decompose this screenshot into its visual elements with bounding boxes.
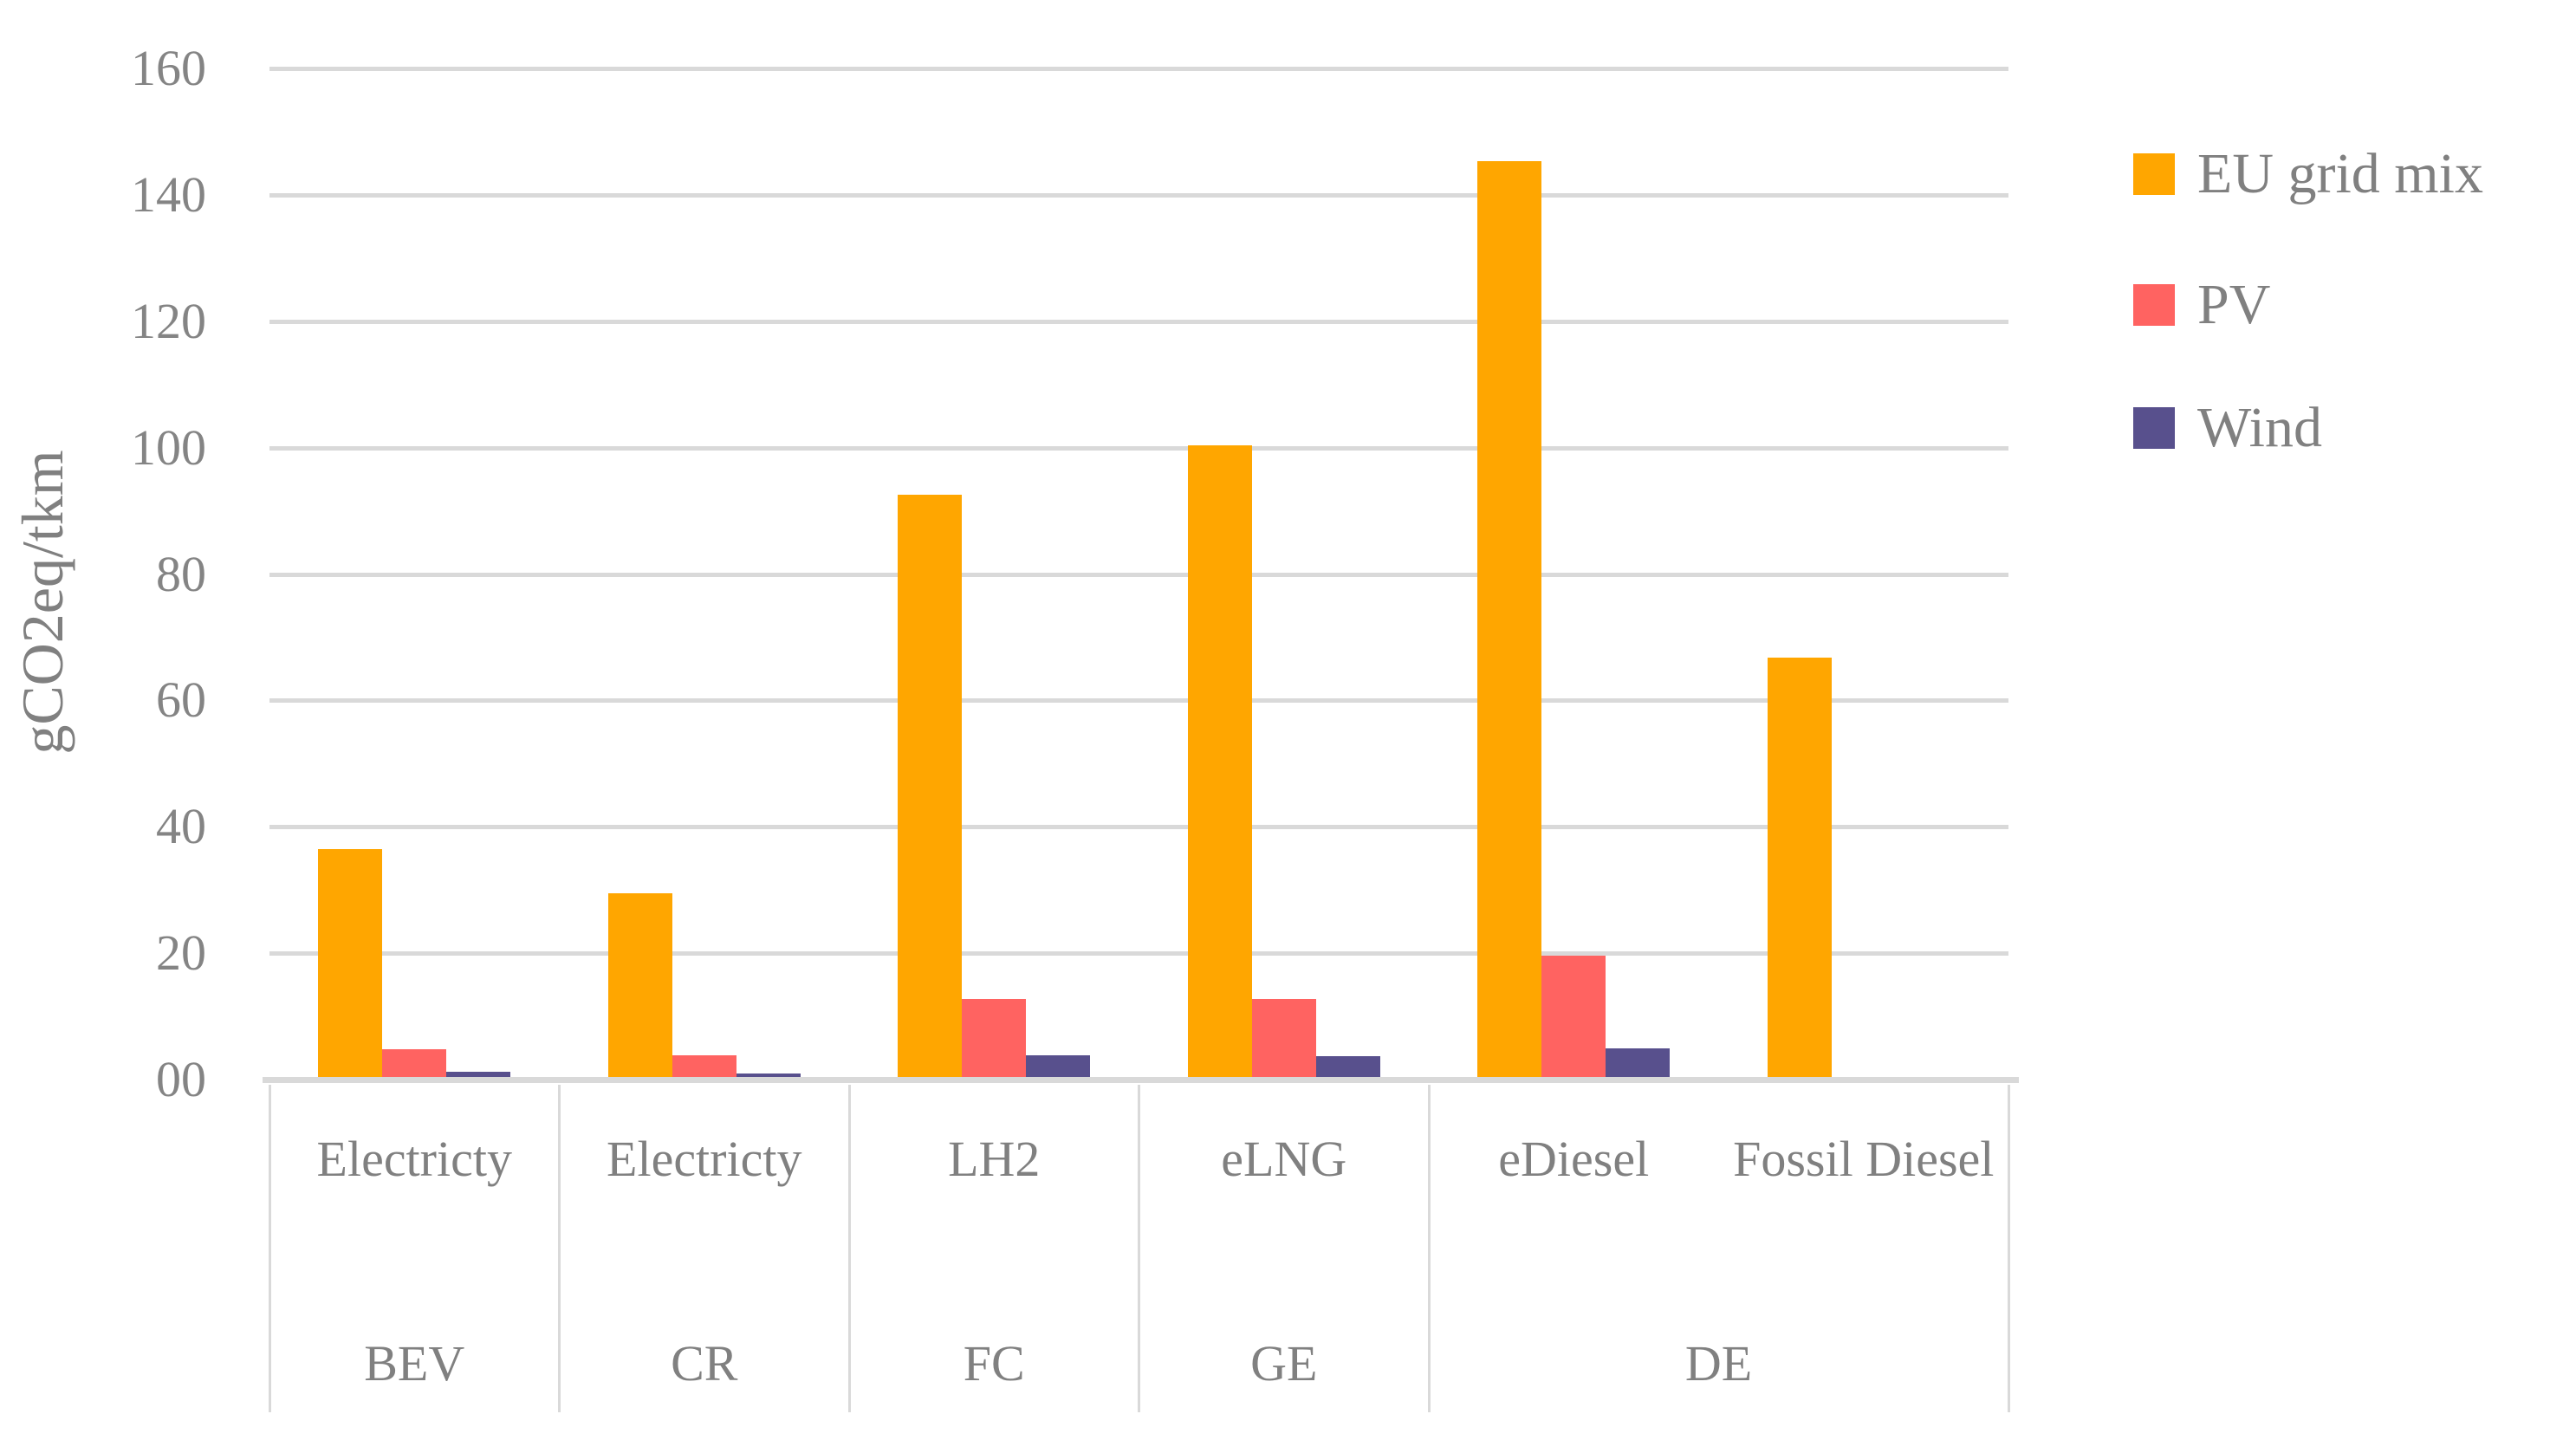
bar-pv: [382, 1048, 447, 1080]
bar-pv: [1541, 956, 1606, 1080]
y-tick-label: 160: [131, 40, 206, 96]
legend-label: EU grid mix: [2197, 142, 2483, 205]
legend-item-eu-grid-mix: EU grid mix: [2133, 141, 2483, 207]
category-divider: [2007, 1085, 2010, 1412]
bar-pv: [962, 999, 1027, 1080]
bar-eu-grid-mix: [1477, 161, 1542, 1080]
category-fuel-label: eLNG: [1221, 1131, 1347, 1187]
gridline: [269, 319, 2008, 324]
category-group-label: CR: [671, 1335, 738, 1391]
bar-eu-grid-mix: [607, 892, 672, 1080]
bar-wind: [1606, 1048, 1671, 1080]
legend-swatch-eu-grid-mix: [2133, 153, 2175, 195]
category-divider: [1138, 1085, 1140, 1412]
gridline: [269, 67, 2008, 71]
y-tick-label: 100: [131, 418, 206, 476]
y-tick-label: 140: [131, 165, 206, 223]
category-fuel-label: LH2: [948, 1131, 1041, 1187]
legend-item-pv: PV: [2133, 272, 2270, 338]
category-fuel-label: eDiesel: [1498, 1131, 1650, 1187]
category-fuel-label: Fossil Diesel: [1733, 1131, 1995, 1187]
gridline: [269, 572, 2008, 577]
bar-wind: [1026, 1054, 1091, 1080]
bar-eu-grid-mix: [898, 495, 963, 1080]
category-fuel-label: Electricty: [607, 1131, 802, 1187]
category-group-label: BEV: [364, 1335, 465, 1391]
x-axis-line: [263, 1077, 2019, 1083]
legend-swatch-pv: [2133, 284, 2175, 326]
bar-pv: [1251, 999, 1316, 1080]
bar-eu-grid-mix: [318, 848, 383, 1080]
y-tick-label: 40: [156, 798, 206, 855]
y-tick-label: 20: [156, 924, 206, 982]
y-tick-label: 80: [156, 545, 206, 602]
category-group-label: GE: [1250, 1335, 1318, 1391]
bar-wind: [1315, 1056, 1380, 1080]
y-tick-label: 120: [131, 292, 206, 349]
category-divider: [1427, 1085, 1431, 1412]
gridline: [269, 825, 2008, 830]
legend-item-wind: Wind: [2133, 395, 2322, 461]
y-tick-label: 60: [156, 671, 206, 729]
legend-label: PV: [2197, 273, 2271, 336]
gridline: [269, 192, 2008, 198]
bar-wind: [736, 1074, 801, 1080]
y-tick-label: 00: [156, 1051, 206, 1107]
category-group-label: FC: [963, 1335, 1025, 1391]
gridline: [269, 951, 2008, 957]
category-group-label: DE: [1684, 1335, 1753, 1391]
bar-eu-grid-mix: [1767, 657, 1832, 1080]
category-fuel-label: Electricty: [316, 1131, 512, 1187]
category-divider: [268, 1085, 271, 1412]
bar-eu-grid-mix: [1187, 444, 1252, 1080]
gridline: [269, 698, 2008, 704]
category-divider: [558, 1085, 561, 1412]
category-divider: [847, 1085, 851, 1412]
gridline: [269, 445, 2008, 451]
legend-label: Wind: [2197, 396, 2322, 459]
legend-swatch-wind: [2133, 407, 2175, 449]
bar-pv: [672, 1055, 736, 1080]
bar-wind: [446, 1072, 511, 1080]
